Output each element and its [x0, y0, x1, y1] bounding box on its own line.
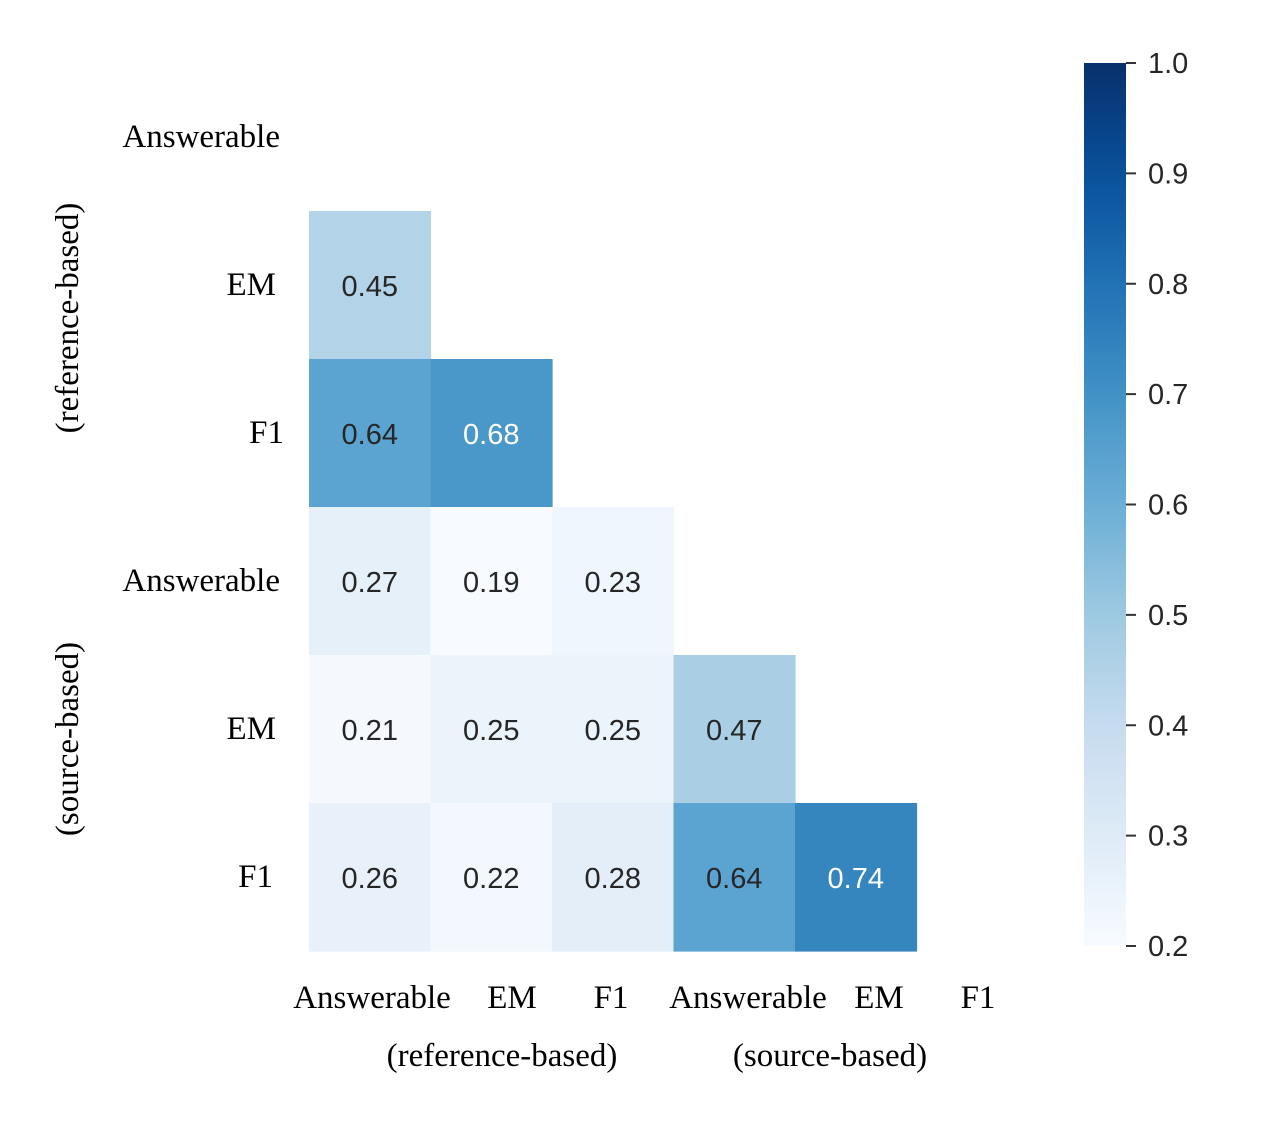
heatmap-cell-r3-c0 [309, 507, 432, 656]
cell-value-label-r3-c2: 0.23 [585, 567, 641, 599]
column-label-1: EM [487, 980, 537, 1016]
heatmap-cell-r4-c2 [552, 655, 675, 804]
heatmap-cell-r5-c0 [309, 803, 432, 952]
heatmap-cell-r2-c0 [309, 359, 432, 508]
cell-value-label-r3-c0: 0.27 [342, 567, 398, 599]
row-group-label-1: (source-based) [50, 642, 86, 836]
heatmap-cell-r5-c3 [673, 803, 796, 952]
column-label-5: F1 [961, 980, 996, 1016]
colorbar: 0.2 0.3 0.4 0.5 0.6 0.7 0.8 0.9 1.0 [1084, 48, 1188, 963]
colorbar-gradient [1084, 63, 1126, 946]
cell-value-label-r5-c0: 0.26 [342, 863, 398, 895]
colorbar-tick-label-1: 0.3 [1148, 821, 1188, 853]
cell-value-label-r5-c3: 0.64 [706, 863, 762, 895]
cell-value-label-r4-c1: 0.25 [463, 715, 519, 747]
colorbar-tick-label-8: 1.0 [1148, 48, 1188, 80]
heatmap-cell-r5-c1 [430, 803, 553, 952]
row-label-2: F1 [249, 415, 284, 451]
heatmap-cells: 0.45 0.64 0.68 0.27 0.19 0.23 0.21 0.25 0.25 0.47… [309, 211, 918, 952]
colorbar-ticks: 0.2 0.3 0.4 0.5 0.6 0.7 0.8 0.9 1.0 [1126, 48, 1188, 963]
heatmap-cell-r2-c1 [430, 359, 553, 508]
cell-value-label-r2-c1: 0.68 [463, 419, 519, 451]
column-group-label-0: (reference-based) [387, 1038, 618, 1074]
cell-value-label-r2-c0: 0.64 [342, 419, 398, 451]
colorbar-tick-label-5: 0.7 [1148, 379, 1188, 411]
row-label-1: EM [227, 267, 277, 303]
column-label-4: EM [854, 980, 904, 1016]
colorbar-tick-label-2: 0.4 [1148, 710, 1188, 742]
group-labels: (reference-based) (source-based) (referenc… [50, 203, 927, 1074]
colorbar-tick-label-3: 0.5 [1148, 600, 1188, 632]
cell-value-label-r1-c0: 0.45 [342, 271, 398, 303]
heatmap-cell-r3-c1 [430, 507, 553, 656]
colorbar-tick-label-0: 0.2 [1148, 931, 1188, 963]
row-group-label-0: (reference-based) [50, 203, 86, 434]
row-label-5: F1 [238, 859, 273, 895]
row-label-3: Answerable [122, 563, 280, 599]
cell-value-label-r5-c4: 0.74 [828, 863, 884, 895]
cell-value-label-r4-c0: 0.21 [342, 715, 398, 747]
colorbar-tick-label-4: 0.6 [1148, 490, 1188, 522]
colorbar-tick-label-6: 0.8 [1148, 269, 1188, 301]
column-label-3: Answerable [669, 980, 827, 1016]
heatmap-cell-r5-c2 [552, 803, 675, 952]
column-group-label-1: (source-based) [733, 1038, 927, 1074]
heatmap-cell-r3-c2 [552, 507, 675, 656]
row-label-4: EM [227, 711, 277, 747]
heatmap-cell-r4-c3 [673, 655, 796, 804]
heatmap-cell-r5-c4 [795, 803, 918, 952]
column-label-0: Answerable [293, 980, 451, 1016]
cell-value-label-r4-c3: 0.47 [706, 715, 762, 747]
cell-value-label-r4-c2: 0.25 [585, 715, 641, 747]
heatmap-cell-r4-c0 [309, 655, 432, 804]
column-labels: Answerable EM F1 Answerable EM F1 [293, 980, 995, 1016]
cell-value-label-r5-c2: 0.28 [585, 863, 641, 895]
colorbar-tick-label-7: 0.9 [1148, 158, 1188, 190]
column-label-2: F1 [594, 980, 629, 1016]
heatmap-cell-r1-c0 [309, 211, 432, 360]
heatmap-cell-r4-c1 [430, 655, 553, 804]
row-labels: Answerable EM F1 Answerable EM F1 [122, 119, 284, 895]
cell-value-label-r5-c1: 0.22 [463, 863, 519, 895]
row-label-0: Answerable [122, 119, 280, 155]
cell-value-label-r3-c1: 0.19 [463, 567, 519, 599]
